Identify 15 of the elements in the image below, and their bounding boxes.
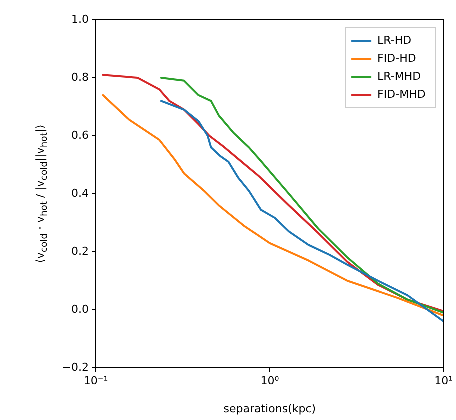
x-tick-label: 10¹ — [434, 374, 454, 388]
x-tick-label: 10⁰ — [260, 374, 280, 388]
legend-label: LR-MHD — [378, 70, 422, 83]
legend-label: LR-HD — [378, 34, 412, 47]
x-tick-label: 10⁻¹ — [84, 374, 108, 388]
legend-label: FID-HD — [378, 52, 416, 65]
y-tick-label: 0.8 — [72, 70, 89, 84]
y-tick-label: 0.4 — [72, 186, 89, 200]
y-tick-label: −0.2 — [62, 360, 89, 374]
y-tick-label: 0.2 — [72, 244, 89, 258]
x-axis-title: separations(kpc) — [224, 402, 316, 416]
y-tick-label: 0.0 — [72, 302, 89, 316]
y-tick-label: 1.0 — [72, 12, 89, 26]
y-tick-label: 0.6 — [72, 128, 89, 142]
legend-label: FID-MHD — [378, 88, 426, 101]
